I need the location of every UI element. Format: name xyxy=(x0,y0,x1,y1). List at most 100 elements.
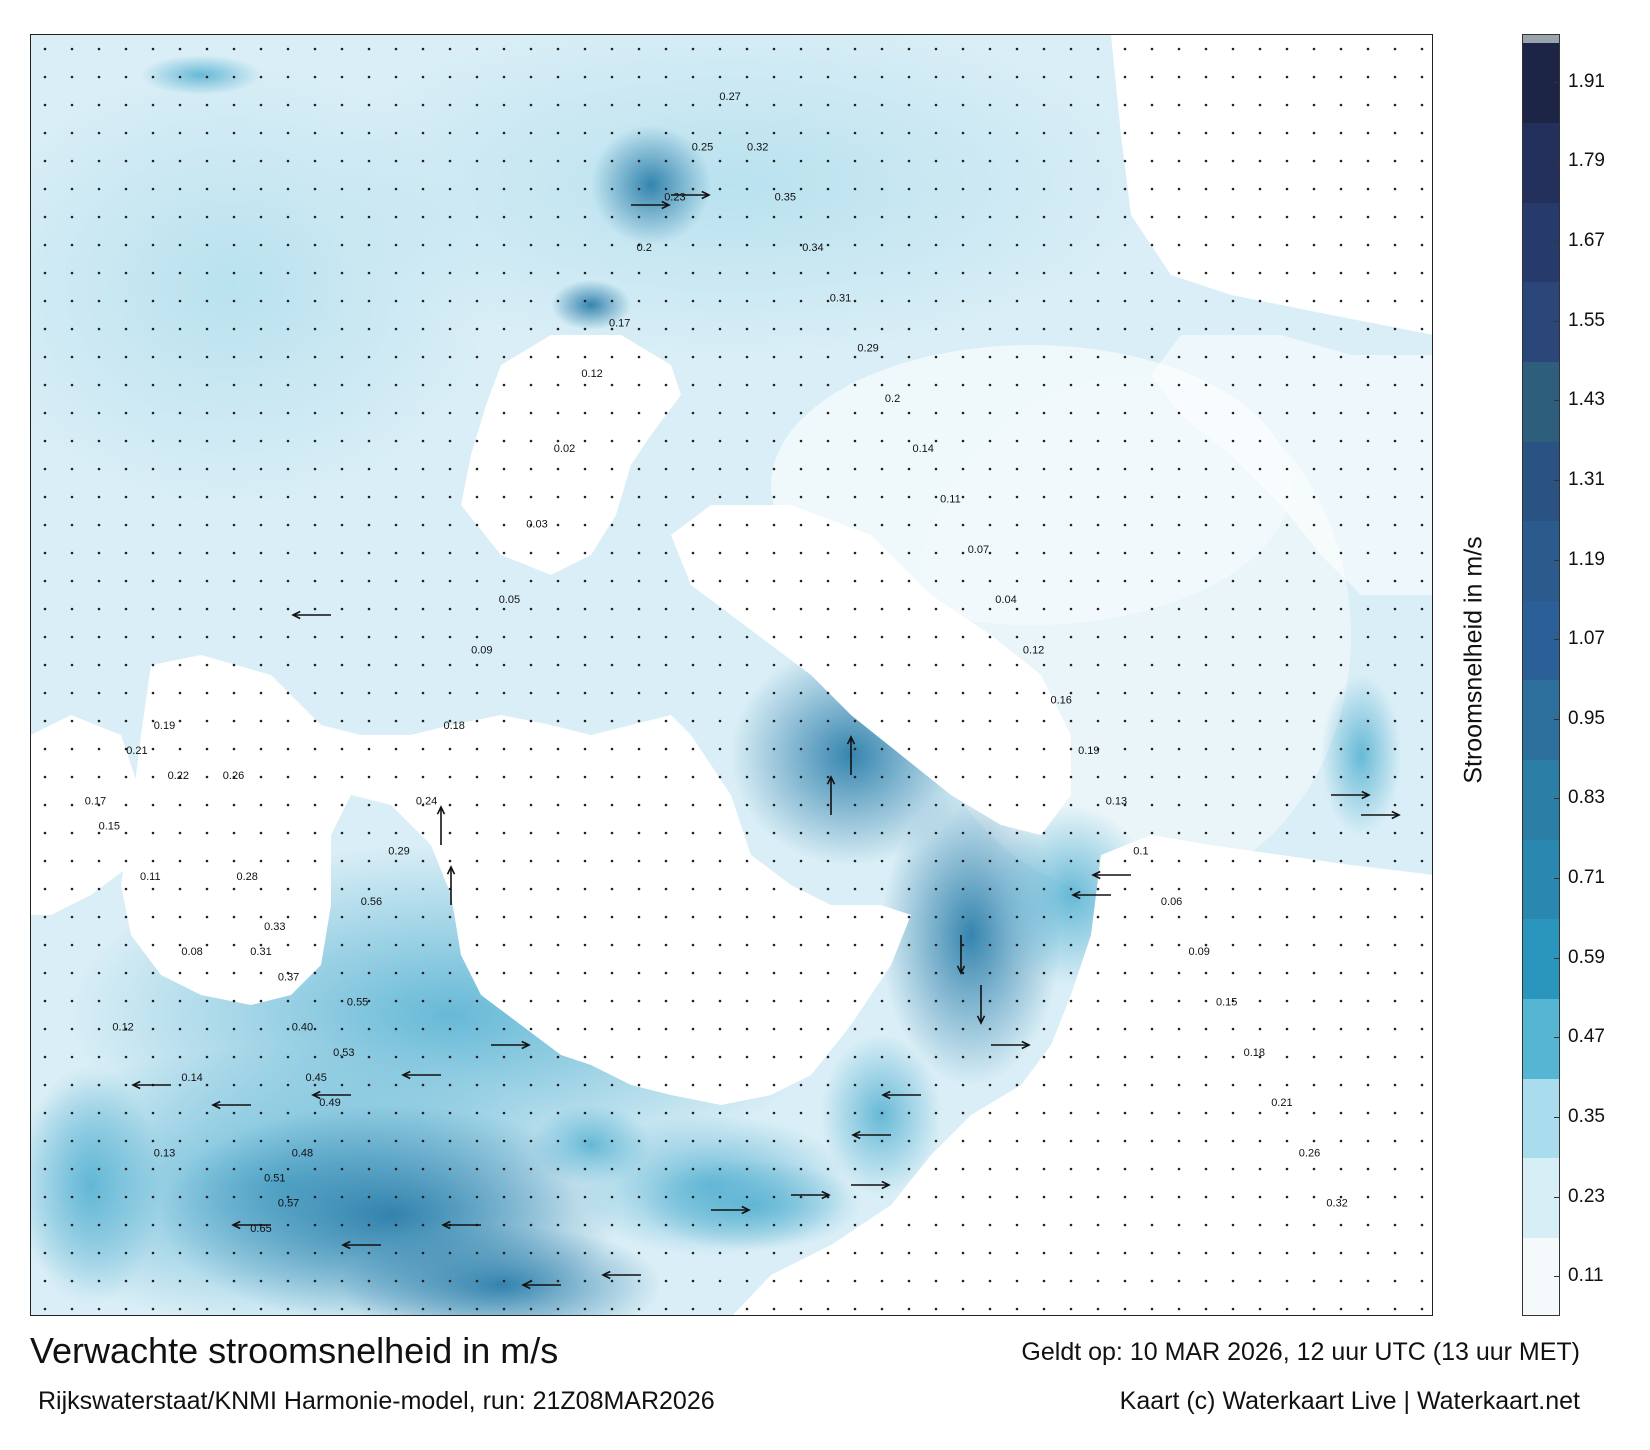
grid-point xyxy=(853,1307,857,1311)
grid-point xyxy=(934,635,938,639)
grid-point xyxy=(1420,691,1424,695)
grid-point xyxy=(178,1139,182,1143)
grid-point xyxy=(259,467,263,471)
grid-point xyxy=(745,831,749,835)
grid-point xyxy=(286,1279,290,1283)
grid-point xyxy=(1150,383,1154,387)
grid-point xyxy=(70,159,74,163)
flow-arrowhead xyxy=(1071,890,1081,900)
grid-point xyxy=(1150,1251,1154,1255)
grid-point xyxy=(853,831,857,835)
grid-point xyxy=(259,1027,263,1031)
grid-point xyxy=(340,187,344,191)
grid-point xyxy=(340,747,344,751)
grid-point xyxy=(1258,299,1262,303)
grid-point xyxy=(880,747,884,751)
grid-point xyxy=(70,411,74,415)
grid-point xyxy=(1258,915,1262,919)
grid-point xyxy=(664,411,668,415)
grid-point xyxy=(178,999,182,1003)
grid-point xyxy=(907,439,911,443)
grid-point xyxy=(448,47,452,51)
grid-point xyxy=(1204,467,1208,471)
grid-point xyxy=(178,859,182,863)
grid-point xyxy=(637,187,641,191)
grid-point xyxy=(1150,971,1154,975)
grid-point xyxy=(1069,131,1073,135)
grid-point xyxy=(421,299,425,303)
grid-point xyxy=(502,159,506,163)
grid-point xyxy=(799,1055,803,1059)
grid-point xyxy=(367,775,371,779)
grid-point xyxy=(637,47,641,51)
grid-point xyxy=(1177,1055,1181,1059)
grid-point xyxy=(1096,355,1100,359)
grid-point xyxy=(1339,103,1343,107)
grid-point xyxy=(394,215,398,219)
grid-point xyxy=(124,271,128,275)
grid-point xyxy=(151,243,155,247)
grid-point xyxy=(43,243,47,247)
grid-point xyxy=(718,1139,722,1143)
grid-point xyxy=(583,215,587,219)
grid-point xyxy=(1285,915,1289,919)
grid-point xyxy=(340,579,344,583)
grid-point xyxy=(745,551,749,555)
grid-point xyxy=(826,607,830,611)
grid-point xyxy=(259,159,263,163)
grid-point xyxy=(826,411,830,415)
grid-point xyxy=(259,355,263,359)
grid-point xyxy=(637,1279,641,1283)
credit-link[interactable]: Kaart (c) Waterkaart Live | Waterkaart.n… xyxy=(1119,1387,1580,1415)
grid-point xyxy=(1231,467,1235,471)
grid-point xyxy=(934,159,938,163)
grid-point xyxy=(1204,999,1208,1003)
grid-point xyxy=(448,411,452,415)
grid-point xyxy=(394,803,398,807)
grid-point xyxy=(610,103,614,107)
flow-arrowhead xyxy=(131,1080,141,1090)
grid-point xyxy=(529,607,533,611)
grid-point xyxy=(772,299,776,303)
grid-point xyxy=(1096,131,1100,135)
grid-point xyxy=(448,1307,452,1311)
grid-point xyxy=(178,411,182,415)
grid-point xyxy=(1069,439,1073,443)
grid-point xyxy=(664,635,668,639)
grid-point xyxy=(1042,1139,1046,1143)
speed-value-label: 0.29 xyxy=(388,846,409,858)
grid-point xyxy=(1258,159,1262,163)
grid-point xyxy=(70,495,74,499)
grid-point xyxy=(556,831,560,835)
speed-value-label: 0.11 xyxy=(940,494,961,506)
grid-point xyxy=(286,691,290,695)
grid-point xyxy=(205,187,209,191)
grid-point xyxy=(178,971,182,975)
grid-point xyxy=(664,887,668,891)
grid-point xyxy=(1285,691,1289,695)
grid-point xyxy=(961,1083,965,1087)
grid-point xyxy=(394,999,398,1003)
grid-point xyxy=(1393,495,1397,499)
grid-point xyxy=(853,1055,857,1059)
grid-point xyxy=(826,299,830,303)
grid-point xyxy=(961,1307,965,1311)
grid-point xyxy=(43,635,47,639)
grid-point xyxy=(988,915,992,919)
grid-point xyxy=(1339,719,1343,723)
current-speed-map: 0.130.140.120.080.110.150.170.190.210.22… xyxy=(31,35,1432,1315)
grid-point xyxy=(583,467,587,471)
grid-point xyxy=(1285,1279,1289,1283)
grid-point xyxy=(232,383,236,387)
grid-point xyxy=(772,187,776,191)
grid-point xyxy=(907,887,911,891)
grid-point xyxy=(394,859,398,863)
grid-point xyxy=(475,719,479,723)
grid-point xyxy=(1420,523,1424,527)
grid-point xyxy=(1123,859,1127,863)
grid-point xyxy=(745,943,749,947)
map-panel[interactable]: 0.13 0.14 0.12 0.08 0.11 0.15 0.17 0.19 0.21 0.22… xyxy=(30,34,1433,1316)
grid-point xyxy=(1015,635,1019,639)
grid-point xyxy=(313,579,317,583)
grid-point xyxy=(1420,859,1424,863)
